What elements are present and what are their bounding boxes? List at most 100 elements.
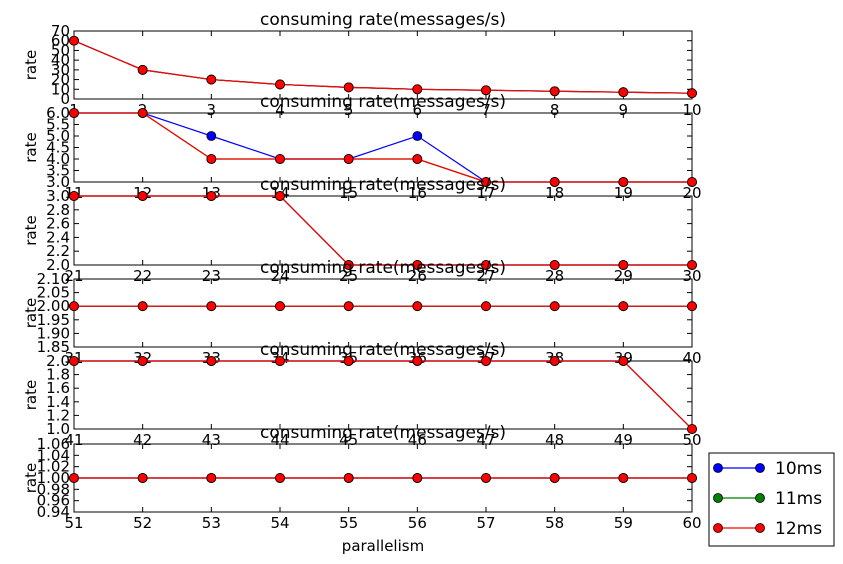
data-point [275,154,285,164]
data-point [549,177,560,187]
y-tick-label: 2.00 [37,297,70,315]
x-tick-label: 17 [476,184,495,202]
x-tick-label: 58 [545,514,564,532]
data-point [206,154,217,164]
subplot-3: 21 22 23 24 25 26 27 28 29 302.02.22.42.62.83.0ra… [22,175,702,285]
y-tick-label: 10 [51,80,70,98]
x-tick-label: 28 [545,267,564,285]
data-point [343,154,354,164]
y-tick-label: 1.95 [37,311,70,329]
data-point [618,473,629,483]
y-tick-label: 1.06 [37,435,70,453]
data-point [137,473,148,483]
x-tick-label: 40 [682,349,701,367]
x-tick-label: 53 [202,514,221,532]
data-point [687,473,697,483]
y-tick-label: 3.5 [46,162,70,180]
y-tick-label: 2.0 [46,352,70,370]
legend-marker [755,523,765,533]
subplot-title: consuming rate(messages/s) [260,423,506,443]
y-tick-label: 0 [60,90,70,108]
series-12ms [69,473,697,483]
x-tick-label: 27 [476,267,495,285]
y-tick-label: 2.8 [46,201,70,219]
x-tick-label: 56 [408,514,427,532]
data-point [69,301,79,312]
x-tick-label: 24 [270,267,289,285]
data-point [275,356,285,366]
data-point [343,82,354,93]
data-point [206,131,217,141]
data-point [275,191,285,201]
y-tick-label: 0.94 [37,503,70,521]
x-tick-label: 52 [133,514,152,532]
data-point [69,356,79,366]
data-point [206,191,217,201]
x-tick-label: 21 [64,267,83,285]
subplot-1: 12345678910010203040506070rateconsuming … [22,10,702,119]
x-tick-label: 29 [614,267,633,285]
data-point [481,177,491,187]
data-point [481,356,491,366]
data-point [549,301,560,312]
subplot-title: consuming rate(messages/s) [260,258,506,278]
x-tick-label: 20 [682,184,701,202]
y-tick-label: 1.90 [37,324,70,342]
subplot-title: consuming rate(messages/s) [260,92,506,112]
legend-marker [713,493,723,503]
y-tick-label: 0.98 [37,480,70,498]
y-axis-label: rate [22,380,40,410]
data-point [69,35,79,46]
y-tick-label: 1.4 [46,393,70,411]
x-tick-label: 4 [275,101,285,119]
x-tick-label: 5 [344,101,354,119]
x-tick-label: 6 [413,101,423,119]
y-tick-label: 2.2 [46,242,70,260]
y-tick-label: 2.4 [46,228,70,246]
y-axis-label: rate [22,298,40,328]
y-tick-label: 2.05 [37,284,70,302]
data-point [412,356,423,366]
data-point [481,85,491,96]
y-axis-label: rate [22,50,40,80]
y-tick-label: 1.00 [37,469,70,487]
y-tick-label: 4.5 [46,139,70,157]
data-point [412,260,423,270]
legend-marker [713,523,723,533]
series-line [73,40,693,94]
data-point [137,301,148,312]
series-12ms [69,191,697,270]
x-tick-label: 8 [550,101,560,119]
subplot-5: 41 42 43 44 45 46 47 48 49 501.01.21.41.61.82.0ra… [22,340,702,449]
data-point [69,108,79,118]
legend: 10ms 11ms 12ms [708,452,835,547]
legend-marker [755,463,765,473]
data-point [343,473,354,483]
y-tick-label: 70 [51,22,70,40]
x-tick-label: 55 [339,514,358,532]
subplot-title: consuming rate(messages/s) [260,340,506,360]
subplot-4: 313233343536373839401.851.901.952.002.05… [22,258,702,367]
y-tick-label: 1.04 [37,446,70,464]
data-point [137,108,148,118]
y-tick-label: 40 [51,51,70,69]
x-tick-label: 7 [481,101,491,119]
y-axis-label: rate [22,463,40,493]
y-tick-label: 1.2 [46,406,70,424]
legend-entry-10ms: 10ms [713,459,822,479]
legend-label: 11ms [775,489,822,509]
x-tick-label: 25 [339,267,358,285]
data-point [69,191,79,201]
y-tick-label: 3.0 [46,173,70,191]
subplot-title: consuming rate(messages/s) [260,10,506,30]
y-tick-label: 2.0 [46,256,70,274]
data-point [687,301,697,312]
series-line [74,360,693,430]
data-point [412,473,423,483]
x-tick-label: 19 [614,184,633,202]
y-tick-label: 1.8 [46,366,70,384]
series-12ms [69,108,697,187]
y-tick-label: 30 [51,61,70,79]
x-tick-label: 30 [682,267,701,285]
